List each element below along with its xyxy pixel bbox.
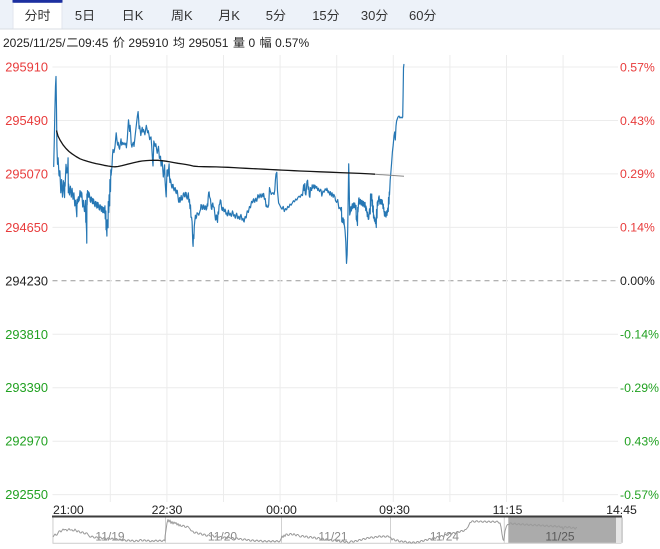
svg-text:0.29%: 0.29% [620,167,655,181]
svg-text:09:45: 09:45 [78,36,108,50]
svg-text:0.00%: 0.00% [620,274,655,288]
svg-text:0.57%: 0.57% [620,60,655,74]
svg-text:30: 30 [361,8,375,23]
svg-text:00:00: 00:00 [266,503,297,517]
svg-text:11/20: 11/20 [208,530,237,544]
svg-text:09:30: 09:30 [379,503,410,517]
svg-text:K: K [135,8,144,23]
svg-text:-0.57%: -0.57% [620,488,659,502]
svg-text:K: K [231,8,240,23]
svg-text:21:00: 21:00 [53,503,84,517]
svg-text:293810: 293810 [5,327,48,342]
svg-text:22:30: 22:30 [152,503,183,517]
svg-text:295910: 295910 [128,36,168,50]
svg-text:60: 60 [409,8,423,23]
svg-text:292970: 292970 [5,434,48,449]
svg-text:0.43%: 0.43% [624,434,659,448]
svg-text:294650: 294650 [5,220,48,235]
svg-text:14:45: 14:45 [606,503,637,517]
svg-text:0.57%: 0.57% [275,36,309,50]
svg-text:0: 0 [248,36,255,50]
svg-text:295051: 295051 [188,36,228,50]
svg-text:11:15: 11:15 [493,503,523,517]
svg-text:294230: 294230 [5,273,48,288]
svg-text:293390: 293390 [5,380,48,395]
svg-text:295910: 295910 [5,60,48,75]
svg-text:15: 15 [312,8,326,23]
svg-text:5: 5 [266,8,273,23]
svg-text:-0.29%: -0.29% [620,381,659,395]
svg-text:11/25: 11/25 [545,530,574,544]
svg-text:11/24: 11/24 [430,530,459,544]
svg-text:292550: 292550 [5,487,48,502]
svg-text:5: 5 [75,8,82,23]
svg-text:295490: 295490 [5,113,48,128]
svg-text:-0.14%: -0.14% [620,328,659,342]
svg-text:295070: 295070 [5,166,48,181]
svg-text:11/19: 11/19 [95,530,124,544]
svg-text:0.43%: 0.43% [620,114,655,128]
svg-text:K: K [184,8,193,23]
svg-text:0.14%: 0.14% [620,221,655,235]
svg-text:2025/11/25/: 2025/11/25/ [3,36,66,50]
